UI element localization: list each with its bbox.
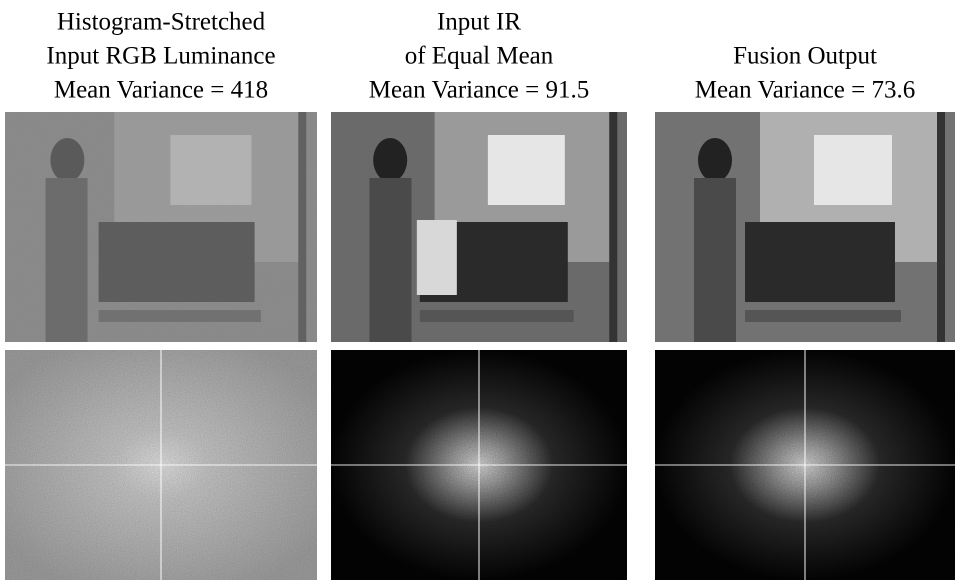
panel-title: Mean Variance = 91.5 xyxy=(369,77,590,104)
panel-title: Input IR xyxy=(437,9,521,36)
person-body xyxy=(694,178,736,342)
panel-title: of Equal Mean xyxy=(405,43,554,70)
paper-sign xyxy=(417,220,457,295)
scene-image xyxy=(5,112,317,342)
scene-image xyxy=(655,112,955,342)
spectrum-image xyxy=(331,350,627,580)
box xyxy=(814,135,892,205)
noise xyxy=(5,112,317,342)
pole xyxy=(937,112,945,342)
box xyxy=(488,135,565,205)
panel-title: Mean Variance = 418 xyxy=(54,77,268,104)
table xyxy=(420,310,574,322)
scene-image xyxy=(331,112,627,342)
panel-title: Mean Variance = 73.6 xyxy=(695,77,916,104)
panel-title: Input RGB Luminance xyxy=(46,43,275,70)
person-body xyxy=(369,178,411,342)
figure: Histogram-Stretched Input RGB Luminance Me… xyxy=(0,0,964,582)
person-head xyxy=(373,138,407,182)
spectrum-image xyxy=(655,350,955,580)
shelf xyxy=(745,222,895,302)
panel-title: Fusion Output xyxy=(733,43,877,70)
spectrum-image xyxy=(5,350,317,580)
person-head xyxy=(698,138,732,182)
table xyxy=(745,310,901,322)
pole xyxy=(609,112,617,342)
panel-title: Histogram-Stretched xyxy=(57,9,266,36)
